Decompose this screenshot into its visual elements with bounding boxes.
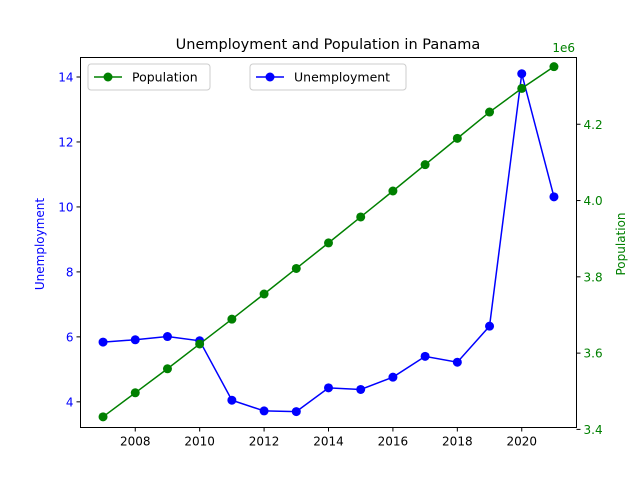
population-point-2019 xyxy=(485,107,495,117)
right-axis-label: Population xyxy=(614,212,628,275)
unemployment-point-2014 xyxy=(324,383,333,393)
population-point-2016 xyxy=(388,186,398,196)
x-tick-label-2010: 2010 xyxy=(184,435,215,449)
population-legend-marker xyxy=(103,72,113,82)
unemployment-point-2011 xyxy=(227,395,237,405)
unemployment-point-2018 xyxy=(452,357,462,367)
left-tick-label-12: 12 xyxy=(58,135,73,149)
x-tick-label-2014: 2014 xyxy=(313,435,344,449)
left-tick-label-6: 6 xyxy=(66,330,74,344)
x-tick-label-2016: 2016 xyxy=(378,435,409,449)
unemployment-point-2008 xyxy=(130,335,140,345)
unemployment-legend-marker xyxy=(265,72,275,82)
unemployment-point-2021 xyxy=(549,192,559,202)
population-point-2015 xyxy=(356,212,366,222)
right-axis-offset-text: 1e6 xyxy=(552,41,575,55)
population-point-2009 xyxy=(162,364,172,374)
right-tick-label-4.2: 4.2 xyxy=(584,118,603,132)
population-point-2020 xyxy=(517,83,527,93)
left-tick-label-10: 10 xyxy=(58,200,73,214)
unemployment-point-2009 xyxy=(162,332,172,342)
left-tick-label-4: 4 xyxy=(66,395,74,409)
unemployment-point-2020 xyxy=(517,69,527,79)
population-point-2013 xyxy=(291,263,301,273)
x-tick-label-2012: 2012 xyxy=(249,435,280,449)
left-tick-label-8: 8 xyxy=(66,265,74,279)
population-point-2012 xyxy=(259,289,269,299)
population-point-2017 xyxy=(420,160,430,170)
x-tick-label-2020: 2020 xyxy=(506,435,537,449)
left-tick-label-14: 14 xyxy=(58,70,73,84)
unemployment-point-2019 xyxy=(485,321,495,331)
unemployment-point-2013 xyxy=(291,407,301,417)
population-point-2011 xyxy=(227,314,237,324)
unemployment-legend-box xyxy=(249,63,407,91)
unemployment-point-2007 xyxy=(98,337,108,347)
x-tick-label-2008: 2008 xyxy=(120,435,151,449)
plot-frame xyxy=(80,57,577,428)
unemployment-point-2015 xyxy=(356,384,366,394)
population-point-2007 xyxy=(98,412,108,422)
right-tick-label-4: 4.0 xyxy=(584,194,603,208)
right-tick-label-3.4: 3.4 xyxy=(584,423,603,437)
population-point-2021 xyxy=(549,62,559,72)
unemployment-point-2017 xyxy=(420,351,430,361)
unemployment-legend-label: Unemployment xyxy=(294,70,390,85)
population-legend-box xyxy=(87,63,211,91)
population-legend-label: Population xyxy=(132,70,198,85)
right-tick-label-3.6: 3.6 xyxy=(584,347,603,361)
left-axis-label: Unemployment xyxy=(33,198,47,291)
unemployment-point-2016 xyxy=(388,372,398,382)
x-tick-label-2018: 2018 xyxy=(442,435,473,449)
population-point-2008 xyxy=(130,388,140,398)
unemployment-point-2012 xyxy=(259,406,269,416)
chart-title: Unemployment and Population in Panama xyxy=(176,37,481,53)
population-point-2018 xyxy=(452,133,462,143)
right-tick-label-3.8: 3.8 xyxy=(584,270,603,284)
population-point-2014 xyxy=(324,238,333,248)
population-point-2010 xyxy=(195,339,205,349)
